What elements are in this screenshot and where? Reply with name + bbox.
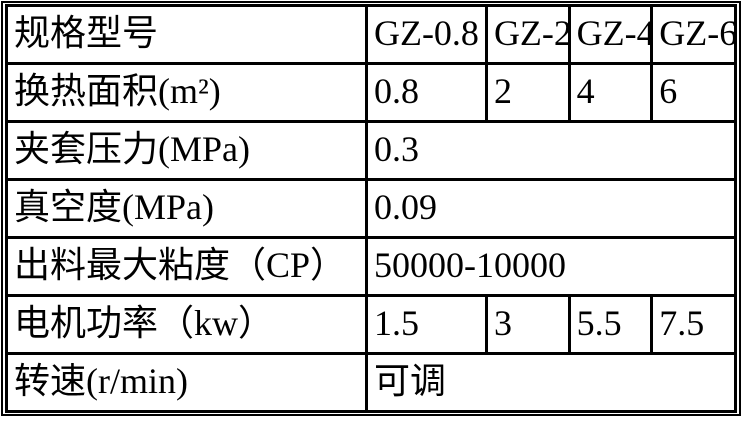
- spec-value-cell: 可调: [364, 352, 738, 413]
- spec-row-rotation-speed: 转速(r/min) 可调: [5, 352, 738, 413]
- spec-value-cell: GZ-4: [567, 4, 654, 65]
- spec-value-cell: 50000-10000: [364, 236, 738, 297]
- spec-value-cell: GZ-0.8: [364, 4, 488, 65]
- spec-label-cell: 电机功率（kw）: [5, 294, 368, 355]
- table-outer-frame: 规格型号 GZ-0.8 GZ-2 GZ-4 GZ-6 换热面积(m²) 0.8 …: [1, 1, 741, 416]
- spec-label-cell: 转速(r/min): [5, 352, 368, 413]
- spec-value-cell: 2: [484, 62, 571, 123]
- spec-row-heat-exchange-area: 换热面积(m²) 0.8 2 4 6: [5, 62, 737, 123]
- spec-value-cell: 0.3: [364, 120, 738, 181]
- spec-value-cell: 0.09: [364, 178, 738, 239]
- spec-label-cell: 出料最大粘度（CP）: [5, 236, 368, 297]
- spec-row-jacket-pressure: 夹套压力(MPa) 0.3: [5, 120, 738, 181]
- spec-row-model: 规格型号 GZ-0.8 GZ-2 GZ-4 GZ-6: [5, 4, 737, 65]
- spec-table: 规格型号 GZ-0.8 GZ-2 GZ-4 GZ-6 换热面积(m²) 0.8 …: [5, 4, 738, 413]
- spec-label-cell: 规格型号: [5, 4, 368, 65]
- spec-value-cell: GZ-6: [650, 4, 737, 65]
- spec-row-max-discharge-viscosity: 出料最大粘度（CP） 50000-10000: [5, 236, 738, 297]
- spec-value-cell: GZ-2: [484, 4, 571, 65]
- spec-value-cell: 0.8: [364, 62, 488, 123]
- spec-label-cell: 真空度(MPa): [5, 178, 368, 239]
- spec-value-cell: 5.5: [567, 294, 654, 355]
- spec-label-cell: 夹套压力(MPa): [5, 120, 368, 181]
- spec-row-motor-power: 电机功率（kw） 1.5 3 5.5 7.5: [5, 294, 737, 355]
- spec-row-vacuum-degree: 真空度(MPa) 0.09: [5, 178, 738, 239]
- spec-value-cell: 3: [484, 294, 571, 355]
- spec-value-cell: 6: [650, 62, 737, 123]
- spec-value-cell: 1.5: [364, 294, 488, 355]
- spec-value-cell: 4: [567, 62, 654, 123]
- spec-value-cell: 7.5: [650, 294, 737, 355]
- spec-label-cell: 换热面积(m²): [5, 62, 368, 123]
